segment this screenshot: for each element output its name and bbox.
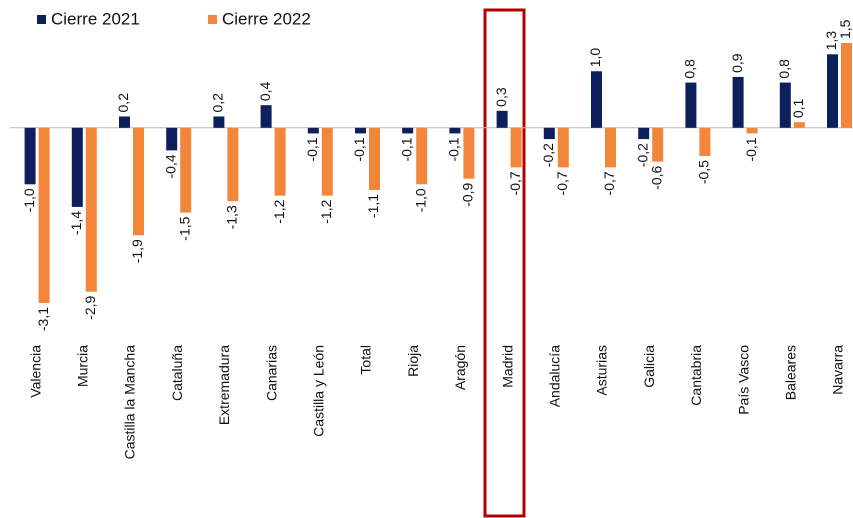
data-label: -0,1: [743, 137, 759, 161]
bar: [133, 127, 144, 236]
x-tick-label: Asturias: [594, 345, 610, 396]
bar: [685, 82, 697, 128]
data-label: -0,7: [601, 171, 617, 195]
data-label: -0,1: [351, 137, 367, 161]
bar: [227, 127, 239, 202]
bar: [307, 127, 319, 134]
bar: [24, 127, 36, 185]
x-tick-label: País Vasco: [735, 345, 751, 415]
bar: [369, 127, 380, 190]
x-tick-label: Cantabria: [688, 345, 704, 406]
data-label: 1,3: [823, 31, 839, 51]
x-tick-label: Murcia: [75, 345, 91, 387]
data-label: -0,4: [162, 154, 178, 178]
x-tick-label: Extremadura: [216, 345, 232, 425]
bar: [85, 127, 97, 292]
data-label: -0,1: [304, 137, 320, 161]
x-tick-label: Valencia: [27, 345, 43, 398]
x-tick-label: Canarias: [263, 345, 279, 401]
data-label: 1,5: [837, 19, 853, 39]
data-label: 0,3: [493, 87, 509, 107]
bar: [355, 127, 366, 134]
data-label: -1,9: [129, 239, 145, 263]
data-label: -0,9: [460, 182, 476, 206]
bar: [166, 127, 178, 151]
data-label: -1,3: [224, 205, 240, 229]
x-tick-label: Andalucía: [547, 345, 563, 407]
bar: [496, 110, 508, 128]
bar: [841, 43, 852, 128]
bar: [591, 71, 602, 128]
bar: [321, 127, 333, 196]
bar: [274, 127, 286, 196]
bar: [463, 127, 475, 179]
data-label: -1,0: [412, 188, 428, 212]
data-label: -1,4: [68, 211, 84, 235]
bar: [71, 127, 83, 207]
data-label: -0,7: [507, 171, 523, 195]
bar: [260, 105, 272, 128]
highlight-box: [483, 8, 526, 518]
data-label: -0,2: [634, 143, 650, 167]
legend-label: Cierre 2021: [51, 9, 140, 28]
data-label: 0,8: [776, 59, 792, 79]
bar: [779, 82, 791, 128]
data-label: -0,6: [648, 165, 664, 189]
x-tick-label: Navarra: [830, 345, 846, 395]
data-label: 0,8: [682, 59, 698, 79]
x-tick-label: Castilla la Mancha: [122, 345, 138, 460]
x-tick-label: Galicia: [641, 345, 657, 388]
x-tick-label: Cataluña: [169, 345, 185, 401]
data-label: -1,2: [271, 199, 287, 223]
bar: [557, 127, 569, 168]
x-tick-label: Rioja: [405, 345, 421, 377]
bar: [543, 127, 555, 140]
bar: [638, 127, 650, 140]
x-tick-label: Total: [358, 345, 374, 375]
x-tick-label: Aragón: [452, 345, 468, 390]
bar: [416, 127, 428, 185]
data-label: 0,1: [790, 98, 806, 118]
data-label: -1,0: [21, 188, 37, 212]
data-label: 0,4: [257, 81, 273, 101]
bar: [699, 127, 711, 157]
data-label: 0,2: [210, 93, 226, 113]
data-label: 0,2: [115, 93, 131, 113]
bar: [38, 127, 50, 303]
data-label: -0,7: [554, 171, 570, 195]
data-label: 1,0: [587, 48, 603, 68]
bar: [180, 127, 192, 213]
x-tick-label: Madrid: [499, 345, 515, 388]
data-label: -1,2: [318, 199, 334, 223]
bar: [119, 116, 130, 128]
legend-swatch: [37, 15, 46, 24]
data-label: -3,1: [35, 307, 51, 331]
data-label: -2,9: [82, 295, 98, 319]
data-label: -0,1: [398, 137, 414, 161]
bar: [652, 127, 664, 162]
bar: [827, 54, 838, 128]
data-label: 0,9: [729, 53, 745, 73]
x-tick-label: Castilla y León: [311, 345, 327, 437]
bar: [746, 127, 758, 134]
legend-swatch: [208, 15, 217, 24]
bar: [732, 76, 744, 128]
data-label: -1,5: [176, 216, 192, 240]
x-tick-label: Baleares: [783, 345, 799, 400]
bar: [510, 127, 522, 168]
legend-label: Cierre 2022: [222, 9, 311, 28]
data-label: -0,1: [446, 137, 462, 161]
bar: [449, 127, 461, 134]
bar: [605, 127, 616, 168]
data-label: -0,5: [696, 160, 712, 184]
bar: [213, 116, 225, 128]
bar: [793, 122, 805, 128]
bar: [402, 127, 414, 134]
data-label: -1,1: [365, 194, 381, 218]
data-label: -0,2: [540, 143, 556, 167]
